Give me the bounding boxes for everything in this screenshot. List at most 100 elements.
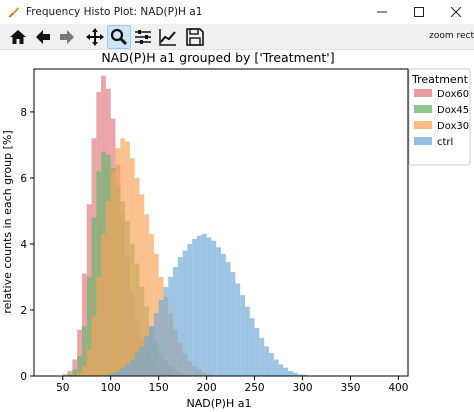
histogram-bar <box>67 371 73 376</box>
x-tick-label: 100 <box>101 382 121 394</box>
histogram-bar <box>129 158 135 376</box>
histogram-bar <box>86 349 92 376</box>
histogram-bar <box>206 237 212 376</box>
x-tick-label: 350 <box>340 382 360 394</box>
histogram-bar <box>292 372 298 376</box>
x-tick-label: 250 <box>245 382 265 394</box>
histogram-bar <box>139 346 145 376</box>
histogram-bar <box>134 352 140 376</box>
histogram-bar <box>225 262 231 376</box>
y-tick-label: 4 <box>20 239 27 251</box>
navigation-toolbar: zoom rect <box>0 24 474 50</box>
histogram-bar <box>283 367 289 376</box>
histogram-bar <box>244 306 250 376</box>
forward-arrow-icon <box>60 30 74 44</box>
histogram-bar <box>144 214 150 376</box>
x-tick-label: 300 <box>292 382 312 394</box>
edit-axes-button[interactable] <box>156 25 180 49</box>
histogram-bar <box>67 374 73 376</box>
histogram-bar <box>77 372 82 376</box>
histogram-bar <box>77 356 82 376</box>
legend: Treatment Dox60 Dox45 Dox30 ctrl <box>408 68 471 166</box>
legend-swatch <box>414 121 432 129</box>
histogram-bar <box>120 367 126 376</box>
histogram-bar <box>240 295 245 376</box>
home-icon <box>10 30 26 44</box>
histogram-chart[interactable]: NAD(P)H a1 grouped by ['Treatment'] 50 10… <box>0 50 474 412</box>
histogram-bar <box>187 243 193 376</box>
chart-title: NAD(P)H a1 grouped by ['Treatment'] <box>101 50 334 65</box>
histogram-bar <box>115 371 121 376</box>
app-feather-icon <box>8 7 19 18</box>
minimize-icon <box>376 11 387 13</box>
histogram-bar <box>91 316 97 376</box>
x-axis-label: NAD(P)H a1 <box>187 397 252 410</box>
toolbar-message: zoom rect <box>429 31 474 41</box>
histogram-bar <box>182 250 188 376</box>
legend-label: ctrl <box>437 137 453 148</box>
legend-swatch <box>414 137 432 145</box>
histogram-bar <box>273 359 279 376</box>
legend-swatch <box>414 89 432 97</box>
forward-button[interactable] <box>55 25 79 49</box>
series-ctrl <box>105 234 308 376</box>
home-button[interactable] <box>6 25 30 49</box>
histogram-bar <box>110 372 116 376</box>
y-axis-label: relative counts in each group [%] <box>1 130 14 313</box>
histogram-bar <box>115 148 121 376</box>
histogram-bar <box>144 336 150 376</box>
pan-button[interactable] <box>83 25 107 49</box>
maximize-icon <box>413 7 424 17</box>
zoom-button[interactable] <box>107 25 131 49</box>
histogram-bar <box>72 359 78 376</box>
histogram-bar <box>96 171 102 376</box>
minimize-button[interactable] <box>363 0 400 24</box>
histogram-bar <box>158 300 164 376</box>
histogram-bar <box>197 235 202 376</box>
histogram-bar <box>81 326 87 376</box>
histogram-bar <box>120 138 126 376</box>
title-bar: Frequency Histo Plot: NAD(P)H a1 <box>0 0 474 24</box>
zoom-magnifier-icon <box>110 28 128 46</box>
histogram-bar <box>81 273 87 376</box>
save-figure-button[interactable] <box>183 25 207 49</box>
histogram-bar <box>168 276 174 376</box>
histogram-bar <box>235 283 241 376</box>
save-icon <box>186 28 204 46</box>
histogram-bar <box>268 352 274 376</box>
histogram-bar <box>278 364 284 376</box>
subplots-config-icon <box>135 30 151 44</box>
histogram-bar <box>110 171 116 376</box>
histogram-bar <box>72 369 78 376</box>
histogram-bar <box>149 326 154 376</box>
histogram-bar <box>86 276 92 376</box>
histogram-bar <box>201 234 207 376</box>
histogram-bar <box>91 217 97 376</box>
histogram-bar <box>249 318 255 376</box>
close-button[interactable] <box>437 0 474 24</box>
back-button[interactable] <box>31 25 55 49</box>
histogram-bar <box>125 141 130 376</box>
figure-canvas[interactable]: NAD(P)H a1 grouped by ['Treatment'] 50 10… <box>0 50 474 412</box>
histogram-bar <box>101 234 106 376</box>
histogram-bar <box>192 239 198 376</box>
close-icon <box>450 7 461 17</box>
x-tick-label: 50 <box>56 382 69 394</box>
x-tick-label: 150 <box>149 382 169 394</box>
pan-icon <box>86 28 104 46</box>
histogram-bar <box>211 240 217 376</box>
histogram-bar <box>77 329 82 376</box>
legend-label: Dox30 <box>437 121 469 132</box>
legend-title: Treatment <box>411 73 469 86</box>
histogram-bar <box>139 194 145 376</box>
histogram-bar <box>96 276 102 376</box>
histogram-bar <box>149 234 154 376</box>
configure-subplots-button[interactable] <box>131 25 155 49</box>
histogram-bar <box>105 201 111 376</box>
histogram-bar <box>230 272 236 376</box>
histogram-bar <box>221 253 226 376</box>
maximize-button[interactable] <box>400 0 437 24</box>
y-tick-label: 0 <box>20 371 27 383</box>
window-title: Frequency Histo Plot: NAD(P)H a1 <box>26 6 203 18</box>
